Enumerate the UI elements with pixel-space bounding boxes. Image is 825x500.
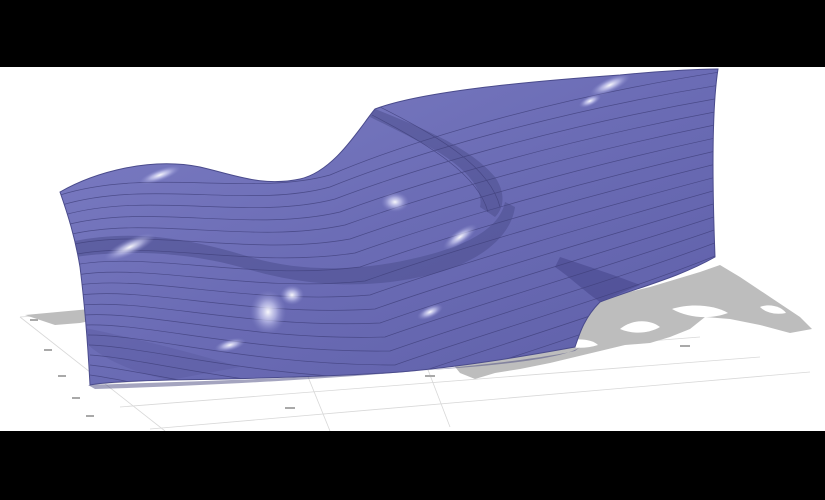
surface-render xyxy=(19,68,812,431)
fold-shadow-2 xyxy=(370,109,503,217)
letterbox-top xyxy=(0,0,825,67)
surface-shadow xyxy=(88,347,580,389)
letterbox-bottom xyxy=(0,431,825,500)
specular-highlights xyxy=(104,73,631,353)
render-viewport xyxy=(0,67,825,431)
contour-lines xyxy=(60,71,718,385)
fold-shadow-1 xyxy=(70,202,515,285)
wavy-surface xyxy=(59,68,719,386)
axis-ticks xyxy=(30,319,690,417)
land-holes xyxy=(560,305,786,348)
fold-shadow-3 xyxy=(555,257,640,302)
